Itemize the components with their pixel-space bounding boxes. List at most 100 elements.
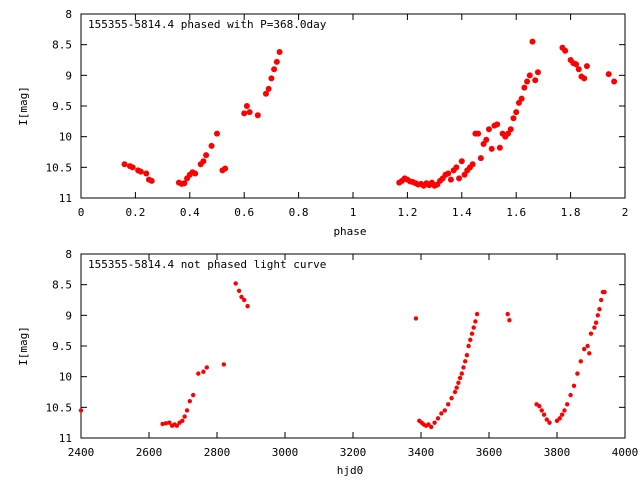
data-point: [559, 412, 565, 417]
data-point: [191, 392, 196, 398]
data-point: [254, 112, 261, 119]
data-point: [505, 311, 510, 317]
x-tick-label: 1: [350, 206, 357, 219]
x-axis-label: phase: [333, 225, 366, 238]
y-tick-label: 8.5: [52, 279, 72, 292]
x-tick-label: 3600: [476, 446, 503, 459]
phased-light-curve-panel: 155355-5814.4 phased with P=368.0day pha…: [17, 8, 628, 238]
data-point: [241, 110, 248, 117]
x-tick-label: 2600: [136, 446, 163, 459]
data-point: [515, 99, 522, 106]
data-point: [137, 168, 144, 175]
data-point: [488, 145, 495, 152]
y-tick-label: 8.5: [52, 39, 72, 52]
data-point: [447, 176, 454, 183]
data-point: [439, 411, 444, 416]
data-point: [129, 164, 136, 171]
chart-title: 155355-5814.4 phased with P=368.0day: [88, 18, 327, 31]
data-point: [461, 171, 468, 178]
data-point: [246, 109, 253, 116]
data-point: [432, 420, 437, 425]
data-point: [208, 142, 215, 149]
data-point: [477, 155, 484, 162]
x-tick-label: 4000: [612, 446, 639, 459]
data-point: [539, 408, 544, 413]
y-tick-label: 10.5: [46, 401, 73, 414]
x-tick-label: 0.8: [289, 206, 309, 219]
data-point: [602, 289, 607, 295]
x-tick-label: 3200: [340, 446, 367, 459]
y-tick-label: 11: [59, 432, 72, 445]
data-point: [271, 66, 278, 73]
x-axis-label: hjd0: [337, 464, 364, 477]
x-tick-label: 3000: [272, 446, 299, 459]
data-point: [483, 136, 490, 143]
data-point: [242, 297, 247, 303]
data-point: [585, 343, 590, 349]
data-point: [459, 371, 464, 376]
data-point: [167, 420, 172, 425]
data-point: [507, 126, 514, 133]
data-point: [457, 375, 463, 381]
data-point: [565, 402, 570, 407]
data-point: [452, 389, 458, 395]
data-point: [78, 408, 84, 413]
data-point: [588, 331, 594, 336]
data-points: [78, 281, 607, 430]
data-point: [196, 371, 201, 376]
y-tick-label: 10: [59, 131, 72, 144]
data-point: [534, 69, 541, 76]
data-point: [496, 144, 503, 151]
data-point: [276, 49, 283, 56]
data-point: [181, 180, 188, 187]
data-point: [524, 78, 531, 85]
data-point: [160, 421, 165, 427]
data-point: [473, 319, 478, 324]
data-point: [236, 288, 242, 293]
x-tick-label: 1.6: [506, 206, 526, 219]
data-point: [204, 365, 209, 370]
data-point: [180, 418, 185, 424]
axis-ticks: 2400 2600 2800 3000 3200 3400 3600 3800 4000 8 8.5…: [46, 248, 639, 459]
x-tick-label: 1.4: [452, 206, 472, 219]
data-points: [121, 38, 618, 189]
data-point: [449, 395, 454, 401]
data-point: [463, 359, 468, 364]
y-tick-label: 10.5: [46, 161, 73, 174]
y-tick-label: 9.5: [52, 340, 72, 353]
data-point: [494, 121, 501, 128]
data-point: [575, 371, 580, 376]
data-point: [203, 152, 210, 159]
data-point: [446, 402, 451, 407]
y-tick-label: 8: [65, 8, 72, 21]
data-point: [469, 331, 475, 336]
data-point: [568, 392, 573, 398]
data-point: [571, 383, 577, 389]
data-point: [233, 281, 238, 286]
data-point: [547, 420, 552, 425]
data-point: [192, 170, 199, 177]
data-point: [521, 84, 528, 91]
x-tick-label: 3800: [544, 446, 571, 459]
y-tick-label: 8: [65, 248, 72, 261]
x-tick-label: 3400: [408, 446, 435, 459]
data-point: [182, 414, 187, 419]
data-point: [537, 403, 542, 409]
data-point: [526, 72, 533, 79]
data-point: [453, 164, 460, 171]
data-point: [581, 75, 588, 82]
data-point: [599, 297, 604, 303]
data-point: [595, 313, 600, 318]
data-point: [456, 175, 463, 182]
data-point: [582, 346, 587, 352]
x-tick-label: 1.8: [561, 206, 581, 219]
data-point: [513, 109, 520, 116]
data-point: [456, 380, 461, 385]
data-point: [562, 47, 569, 54]
axis-ticks: 0 0.2 0.4 0.6 0.8 1 1.2 1.4 1.6 1.8 2 8 8.5 9 9.5 10 10.…: [46, 8, 629, 219]
data-point: [268, 75, 275, 82]
y-tick-label: 10: [59, 371, 72, 384]
y-tick-label: 9: [65, 309, 72, 322]
data-point: [486, 126, 492, 133]
data-point: [174, 423, 180, 428]
